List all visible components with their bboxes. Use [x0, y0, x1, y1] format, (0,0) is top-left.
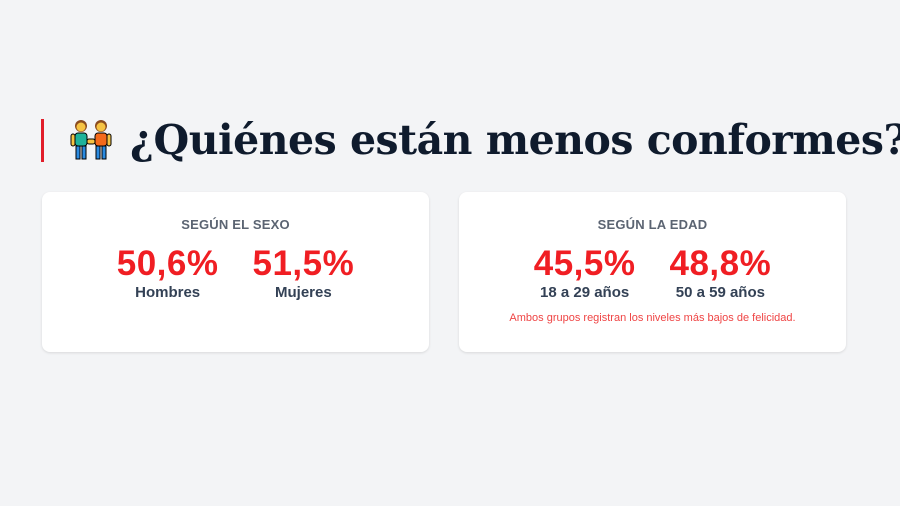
stat-label: Mujeres [275, 284, 332, 301]
card-title: SEGÚN EL SEXO [181, 217, 290, 232]
stat-value: 45,5% [533, 244, 636, 283]
stat-label: Hombres [135, 284, 201, 301]
card-by-age: SEGÚN LA EDAD 45,5% 18 a 29 años 48,8% 5… [459, 192, 846, 352]
stat-value: 51,5% [252, 244, 355, 283]
section-heading: ¿Quiénes están menos conformes? [41, 112, 900, 168]
page-title: ¿Quiénes están menos conformes? [130, 116, 900, 164]
stat-men: 50,6% Hombres [116, 244, 219, 302]
stat-value: 48,8% [669, 244, 772, 283]
stats-row: 45,5% 18 a 29 años 48,8% 50 a 59 años [459, 244, 846, 302]
card-by-sex: SEGÚN EL SEXO 50,6% Hombres 51,5% Mujere… [42, 192, 429, 352]
accent-bar [41, 118, 44, 162]
stats-row: 50,6% Hombres 51,5% Mujeres [42, 244, 429, 302]
card-title: SEGÚN LA EDAD [597, 217, 708, 232]
stat-women: 51,5% Mujeres [252, 244, 355, 302]
stat-value: 50,6% [116, 244, 219, 283]
stat-label: 18 a 29 años [540, 284, 630, 301]
stat-age-18-29: 45,5% 18 a 29 años [533, 244, 636, 302]
card-note: Ambos grupos registran los niveles más b… [509, 312, 796, 324]
stat-age-50-59: 48,8% 50 a 59 años [669, 244, 772, 302]
people-holding-hands-icon [66, 115, 116, 165]
stat-label: 50 a 59 años [675, 284, 765, 301]
